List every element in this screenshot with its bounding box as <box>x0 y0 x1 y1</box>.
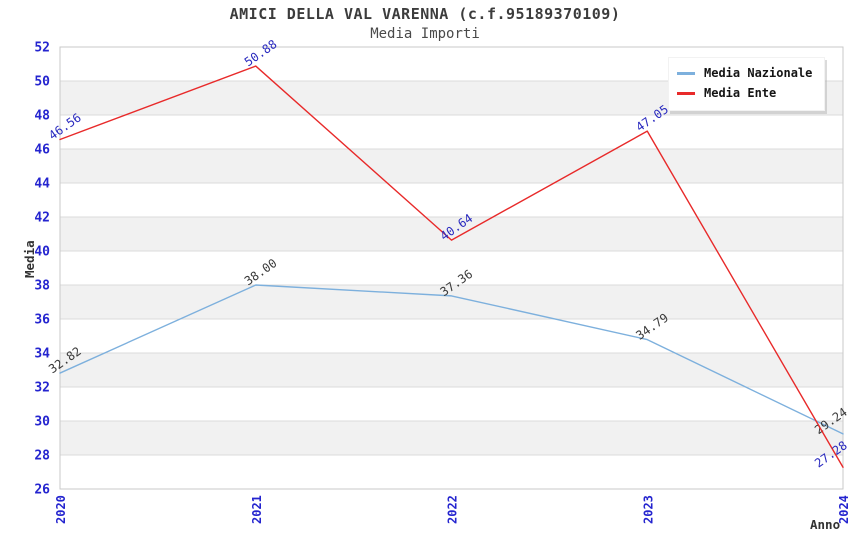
row-band <box>60 285 843 319</box>
x-tick-label: 2021 <box>250 495 264 524</box>
x-tick-label: 2020 <box>54 495 68 524</box>
y-axis-title: Media <box>22 240 37 278</box>
legend-item-media-ente: Media Ente <box>677 83 812 103</box>
y-tick-label: 42 <box>34 211 50 226</box>
row-band <box>60 353 843 387</box>
data-point-label: 50.88 <box>242 37 280 69</box>
y-tick-label: 38 <box>34 279 50 294</box>
x-tick-label: 2022 <box>446 495 460 524</box>
y-tick-label: 30 <box>34 415 50 430</box>
chart-title: AMICI DELLA VAL VARENNA (c.f.95189370109… <box>229 5 621 23</box>
y-tick-label: 36 <box>34 313 50 328</box>
x-tick-label: 2024 <box>837 495 850 524</box>
legend-label: Media Ente <box>704 86 777 100</box>
legend-swatch-icon <box>677 91 695 95</box>
series-line-media-ente <box>59 65 844 468</box>
legend-swatch-icon <box>677 71 695 75</box>
y-tick-label: 28 <box>34 449 50 464</box>
y-tick-label: 40 <box>34 245 50 260</box>
legend-item-media-nazionale: Media Nazionale <box>677 63 812 83</box>
plot-frame <box>59 46 844 490</box>
y-tick-label: 52 <box>34 41 50 56</box>
row-band <box>60 149 843 183</box>
y-tick-label: 44 <box>34 177 50 192</box>
row-band <box>60 421 843 455</box>
series-line-media-nazionale <box>59 284 844 435</box>
legend-label: Media Nazionale <box>704 66 813 80</box>
y-tick-label: 50 <box>34 75 50 90</box>
legend-box: Media Nazionale Media Ente <box>668 57 826 111</box>
y-tick-label: 48 <box>34 109 50 124</box>
x-axis-title: Anno <box>810 517 840 532</box>
y-tick-label: 32 <box>34 381 50 396</box>
x-tick-label: 2023 <box>641 495 655 524</box>
chart-subtitle: Media Importi <box>370 26 480 42</box>
data-point-label: 38.00 <box>242 256 280 288</box>
y-tick-label: 46 <box>34 143 50 158</box>
row-band <box>60 217 843 251</box>
y-tick-label: 26 <box>34 483 50 498</box>
y-tick-label: 34 <box>34 347 50 362</box>
